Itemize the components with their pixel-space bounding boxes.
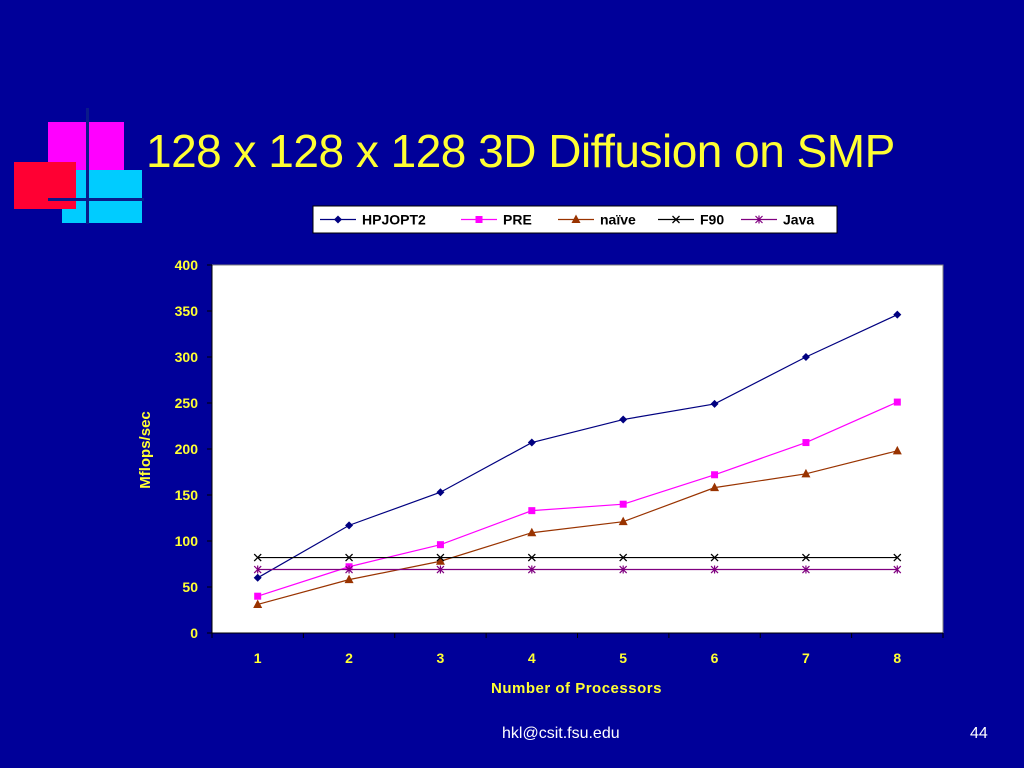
x-tick-label: 7	[802, 650, 810, 666]
decor-horizontal-line	[48, 198, 144, 201]
footer-email[interactable]: hkl@csit.fsu.edu	[502, 725, 620, 742]
x-tick-label: 8	[893, 650, 901, 666]
y-tick-label: 300	[175, 349, 199, 365]
slide-title: 128 x 128 x 128 3D Diffusion on SMP	[146, 125, 895, 177]
data-point	[436, 541, 444, 549]
data-point	[710, 482, 720, 492]
data-point	[345, 565, 353, 574]
y-tick-label: 150	[175, 487, 199, 503]
legend: HPJOPT2 PRE naïve F90 Java	[312, 205, 838, 234]
x-tick-label: 4	[528, 650, 536, 666]
data-point	[801, 553, 810, 562]
series-f90	[253, 553, 902, 562]
data-point	[619, 553, 628, 562]
data-point	[253, 599, 263, 608]
x-tick-label: 5	[619, 650, 627, 666]
legend-label: Java	[783, 212, 814, 228]
data-point	[618, 516, 628, 526]
data-point	[528, 507, 536, 515]
data-point	[802, 565, 810, 574]
data-point	[436, 488, 445, 497]
series-na-ve	[253, 445, 902, 608]
y-tick-label: 100	[175, 533, 199, 549]
data-point	[253, 553, 262, 562]
data-point	[893, 553, 902, 562]
data-point	[711, 471, 719, 479]
data-point	[710, 399, 719, 408]
x-tick-label: 1	[254, 650, 262, 666]
data-point	[345, 521, 354, 530]
data-point	[253, 573, 262, 582]
data-point	[527, 565, 536, 574]
x-tick-label: 6	[711, 650, 719, 666]
legend-label: naïve	[600, 212, 636, 228]
series-line	[257, 401, 898, 597]
y-tick-label: 50	[182, 579, 198, 595]
data-point	[801, 468, 811, 478]
series-hpjopt2	[253, 310, 902, 582]
data-point	[527, 438, 536, 447]
plot-area	[211, 264, 944, 634]
decor-vertical-line	[86, 108, 89, 224]
legend-marker	[672, 215, 680, 224]
data-point	[710, 565, 719, 574]
x-tick-label: 2	[345, 650, 353, 666]
y-tick-label: 200	[175, 441, 199, 457]
data-point	[527, 553, 536, 562]
x-tick-label: 3	[437, 650, 445, 666]
legend-marker	[334, 215, 342, 224]
data-point	[802, 439, 810, 447]
series-line	[257, 314, 898, 579]
y-tick-label: 400	[175, 257, 199, 273]
legend-marker	[755, 215, 763, 224]
data-point	[619, 415, 628, 424]
data-point	[893, 310, 902, 319]
y-tick-label: 350	[175, 303, 199, 319]
data-point	[893, 565, 902, 574]
legend-marker	[571, 214, 581, 223]
data-point	[436, 553, 445, 562]
data-point	[253, 565, 262, 574]
y-tick-label: 250	[175, 395, 199, 411]
data-point	[893, 398, 901, 406]
legend-label: HPJOPT2	[362, 212, 426, 228]
decor-red-block	[14, 162, 76, 209]
series-line	[257, 450, 898, 606]
y-axis-label: Mflops/sec	[137, 411, 154, 489]
data-point	[619, 500, 627, 508]
data-point	[801, 353, 810, 361]
data-point	[344, 574, 354, 584]
data-point	[436, 565, 445, 574]
legend-label: PRE	[503, 212, 532, 228]
data-point	[435, 556, 445, 565]
x-axis-label: Number of Processors	[491, 680, 662, 697]
data-point	[892, 445, 902, 455]
legend-label: F90	[700, 212, 724, 228]
series-java	[253, 565, 902, 574]
data-point	[619, 565, 628, 574]
legend-marker	[475, 216, 483, 223]
page-number: 44	[970, 725, 988, 742]
data-point	[254, 592, 262, 600]
data-point	[710, 553, 719, 562]
y-tick-label: 0	[190, 625, 198, 641]
data-point	[527, 527, 537, 537]
data-point	[345, 553, 354, 562]
